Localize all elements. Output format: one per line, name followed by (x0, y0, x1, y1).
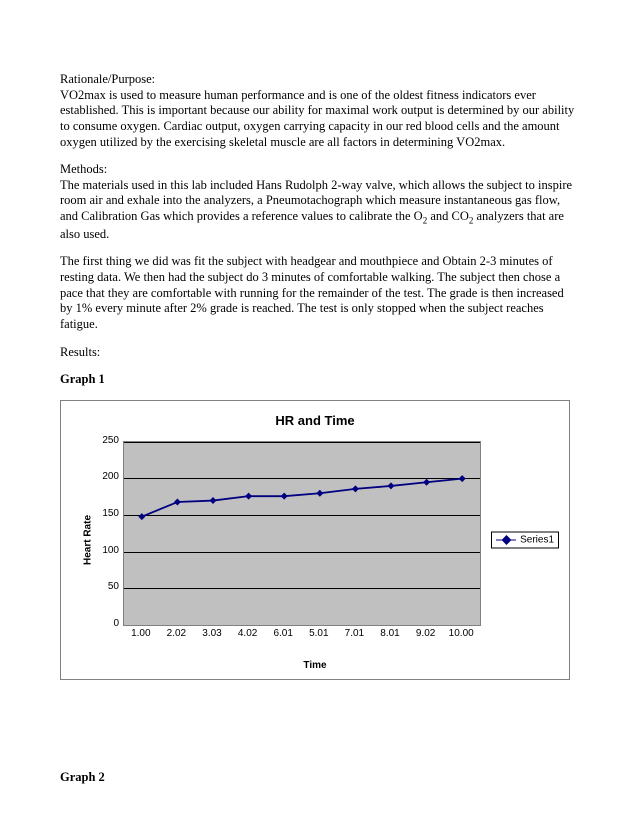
graph1-heading: Graph 1 (60, 372, 578, 388)
xtick-label: 6.01 (267, 628, 299, 639)
ytick-label: 150 (91, 508, 119, 519)
xtick-label: 8.01 (374, 628, 406, 639)
legend-label: Series1 (520, 534, 554, 545)
legend-line-icon (496, 535, 516, 545)
chart-legend: Series1 (491, 531, 559, 548)
xtick-label: 5.01 (303, 628, 335, 639)
chart-title: HR and Time (61, 401, 569, 428)
series-svg (124, 442, 480, 625)
ytick-label: 50 (91, 581, 119, 592)
xtick-label: 2.02 (160, 628, 192, 639)
ytick-label: 250 (91, 435, 119, 446)
xtick-label: 10.00 (445, 628, 477, 639)
graph2-heading: Graph 2 (60, 770, 578, 786)
chart-ylabel: Heart Rate (83, 515, 94, 565)
rationale-body: VO2max is used to measure human performa… (60, 88, 574, 149)
xtick-label: 4.02 (232, 628, 264, 639)
ytick-label: 100 (91, 545, 119, 556)
rationale-heading: Rationale/Purpose: (60, 72, 578, 88)
document-page: Rationale/Purpose: VO2max is used to mea… (0, 0, 638, 826)
chart-hr-time: HR and Time Heart Rate Time Series1 0 50 1… (60, 400, 570, 680)
ytick-label: 0 (91, 618, 119, 629)
methods-paragraph-1: Methods: The materials used in this lab … (60, 162, 578, 242)
chart-xlabel: Time (61, 660, 569, 671)
ytick-label: 200 (91, 471, 119, 482)
legend-marker-icon (501, 535, 511, 545)
xtick-label: 9.02 (410, 628, 442, 639)
xtick-label: 3.03 (196, 628, 228, 639)
methods-paragraph-2: The first thing we did was fit the subje… (60, 254, 578, 332)
rationale-paragraph: Rationale/Purpose: VO2max is used to mea… (60, 72, 578, 150)
plot-area (123, 441, 481, 626)
methods-heading: Methods: (60, 162, 578, 178)
results-heading: Results: (60, 345, 578, 361)
xtick-label: 1.00 (125, 628, 157, 639)
xtick-label: 7.01 (338, 628, 370, 639)
methods-body-mid: and CO (427, 209, 469, 223)
